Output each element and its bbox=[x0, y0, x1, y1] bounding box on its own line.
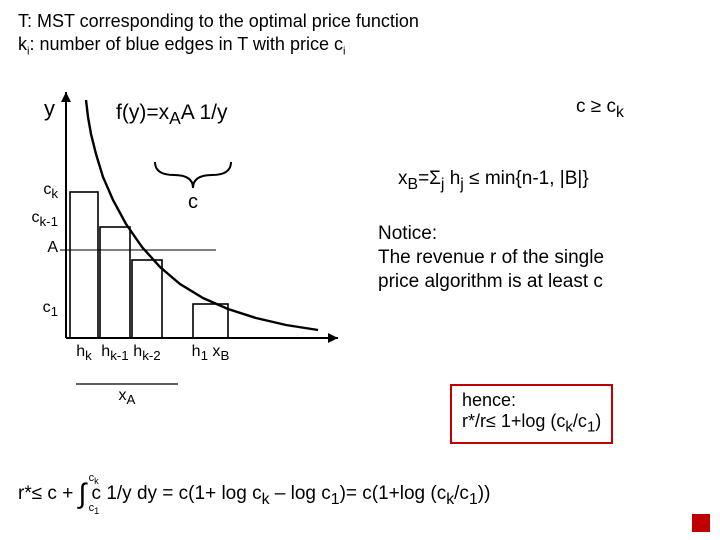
hence-box: hence: r*/r≤ 1+log (ck/c1) bbox=[450, 384, 613, 444]
chart-svg: yxhkhk-1hk-2h1 xBckck-1Ac1f(y)=xAA 1/ycx… bbox=[18, 72, 348, 412]
integral-line: r*≤ c + ∫ ck c1 c 1/y dy = c(1+ log ck –… bbox=[18, 478, 490, 510]
svg-text:y: y bbox=[44, 96, 55, 121]
notice-l1: Notice: bbox=[378, 222, 604, 246]
notice-l3: price algorithm is at least c bbox=[378, 270, 604, 294]
xb-eq: xB=Σj hj ≤ min{n-1, |B|} bbox=[398, 168, 589, 194]
int-top: ck bbox=[89, 472, 99, 486]
svg-text:c: c bbox=[188, 191, 198, 213]
notice-l2: The revenue r of the single bbox=[378, 246, 604, 270]
title-line2: ki: number of blue edges in T with price… bbox=[18, 33, 419, 59]
hence-l1: hence: bbox=[462, 390, 601, 411]
int-bot: c1 bbox=[89, 502, 100, 516]
c-ge-ck: c ≥ ck bbox=[576, 96, 624, 122]
title-line1: T: MST corresponding to the optimal pric… bbox=[18, 10, 419, 33]
hence-l2: r*/r≤ 1+log (ck/c1) bbox=[462, 411, 601, 436]
chart-area: yxhkhk-1hk-2h1 xBckck-1Ac1f(y)=xAA 1/ycx… bbox=[18, 72, 348, 417]
notice-block: Notice: The revenue r of the single pric… bbox=[378, 222, 604, 293]
title-block: T: MST corresponding to the optimal pric… bbox=[18, 10, 419, 59]
int-post: c 1/y dy = c(1+ log ck – log c1)= c(1+lo… bbox=[92, 483, 491, 504]
slide-end-marker bbox=[692, 514, 710, 532]
int-pre: r*≤ c + bbox=[18, 483, 79, 504]
integral-icon: ∫ ck c1 bbox=[79, 478, 87, 510]
